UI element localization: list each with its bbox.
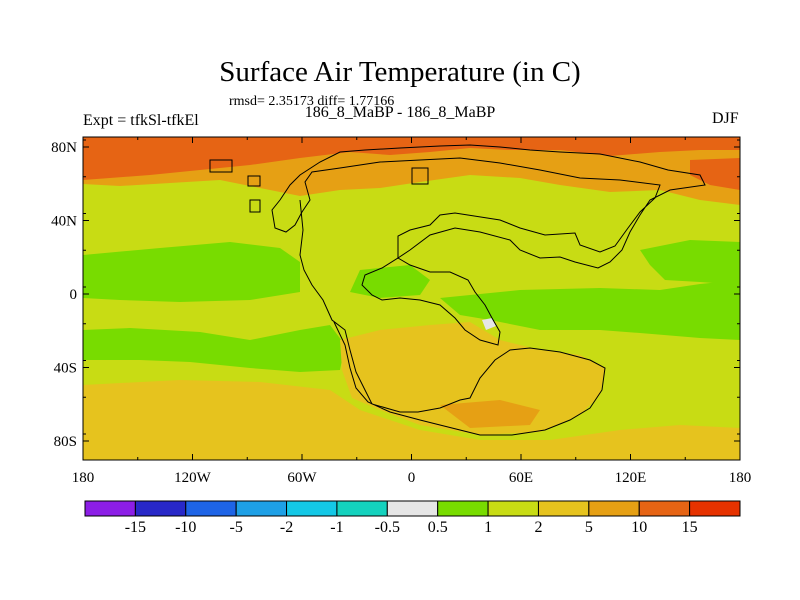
map-title: Surface Air Temperature (in C) [219,56,581,88]
colorbar-swatch [235,500,288,517]
colorbar-label: -0.5 [375,519,400,536]
x-tick-label: 0 [408,470,416,486]
x-tick-label: 180 [729,470,752,486]
colorbar-label: -5 [229,519,242,536]
x-axis: 180 120W 60W 0 60E 120E 180 [72,137,752,486]
y-tick-label: 0 [70,287,78,303]
hot-patch-ne [690,158,740,190]
coastline-laurasia [271,144,706,269]
coastlines [209,144,706,436]
colorbar-label: -10 [175,519,196,536]
colorbar-label: 5 [585,519,593,536]
colorbar-swatch [437,500,489,517]
y-tick-label: 80S [54,434,77,450]
x-tick-label: 120E [615,470,647,486]
colorbar-swatch [134,500,187,517]
x-tick-label: 120W [174,470,212,486]
season-label: DJF [712,110,739,127]
y-axis: 80N 40N 0 40S 80S [51,139,740,450]
colorbar-label: 10 [631,519,647,536]
coastline-island-c [247,175,261,187]
warm-gondwana [340,322,605,435]
x-tick-label: 60E [509,470,533,486]
colorbar-swatch [487,500,539,517]
coastline-greenland [209,159,233,173]
colorbar-swatch [588,500,640,517]
hot-band-north [83,137,740,180]
green-band-tethys [440,280,740,340]
coastline-island-b [411,167,429,185]
colorbar-swatch [84,500,136,517]
y-tick-label: 80N [51,140,77,156]
colorbar-label: 1 [484,519,492,536]
coastline-americas [299,199,606,436]
warm-patch-south [440,400,540,428]
colorbar-swatch [185,500,237,517]
green-band-east-pacific [640,240,740,285]
colorbar-label: 0.5 [428,519,448,536]
experiment-label: Expt = tfkSl-tfkEl [83,112,199,129]
x-tick-label: 60W [287,470,317,486]
colorbar-swatch [286,500,338,517]
colorbar-label: 2 [534,519,542,536]
colorbar-swatch [336,500,388,517]
near-zero-spot [482,318,496,330]
colorbar-swatch [689,500,741,517]
colorbar-label: 15 [682,519,698,536]
colorbar-swatch [537,500,590,517]
colorbar-swatch [386,500,439,517]
map-subtitle: 186_8_MaBP - 186_8_MaBP [304,104,496,121]
green-band-pacific-west [83,242,300,302]
x-tick-label: 180 [72,470,95,486]
colorbar: -15 -10 -5 -2 -1 -0.5 0.5 1 2 5 10 15 [84,500,741,536]
stats-line: rmsd= 2.35173 diff= 1.77166 [229,94,395,109]
colorbar-label: -15 [125,519,146,536]
warm-south-band [83,380,740,460]
coastline-island-a [249,199,261,213]
green-band-southwest [83,325,345,372]
colorbar-swatch [638,500,691,517]
coastline-africa [361,257,501,346]
y-tick-label: 40N [51,214,77,230]
y-tick-label: 40S [54,361,77,377]
colorbar-label: -1 [330,519,343,536]
colorbar-label: -2 [280,519,293,536]
